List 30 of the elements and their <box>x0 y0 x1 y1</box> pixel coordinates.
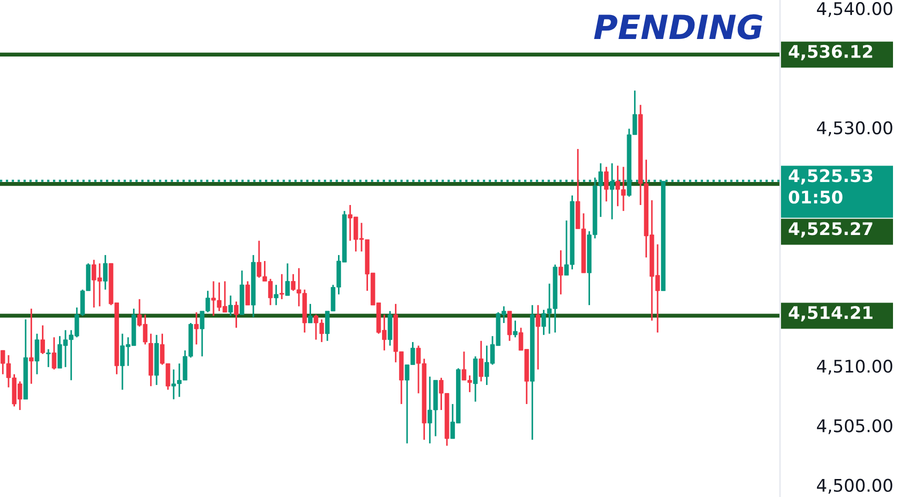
candlestick <box>280 273 284 300</box>
candlestick <box>478 340 484 382</box>
y-tick-label: 4,510.00 <box>816 360 892 375</box>
candlestick <box>507 310 512 342</box>
candlestick <box>52 336 56 370</box>
y-tick-label: 4,500.00 <box>816 478 892 494</box>
candlestick <box>103 254 108 290</box>
ref-line-label: 4,525.53 01:50 <box>788 169 872 204</box>
candlestick <box>46 348 51 368</box>
candlestick <box>40 324 45 355</box>
candlestick <box>604 166 609 202</box>
chart-title: PENDING <box>594 14 762 40</box>
candlestick <box>308 303 313 324</box>
y-tick-label: 4,530.00 <box>816 121 892 136</box>
candlestick <box>194 312 199 346</box>
ref-line-label: 4,536.12 <box>788 44 872 60</box>
candlestick <box>228 294 233 317</box>
ref-line-label: 4,525.27 <box>788 222 872 238</box>
ref-line-label: 4,514.21 <box>788 306 872 322</box>
y-tick-label: 4,505.00 <box>816 419 892 434</box>
candlestick <box>558 250 564 296</box>
candlestick <box>245 280 250 306</box>
candlestick <box>34 332 40 376</box>
candlestick <box>536 304 540 370</box>
y-tick-label: 4,540.00 <box>816 2 892 17</box>
candlestick <box>274 284 278 306</box>
candlestick <box>234 300 239 329</box>
candlestick <box>29 308 34 385</box>
candlestick <box>285 262 290 296</box>
candlestick <box>512 320 518 338</box>
